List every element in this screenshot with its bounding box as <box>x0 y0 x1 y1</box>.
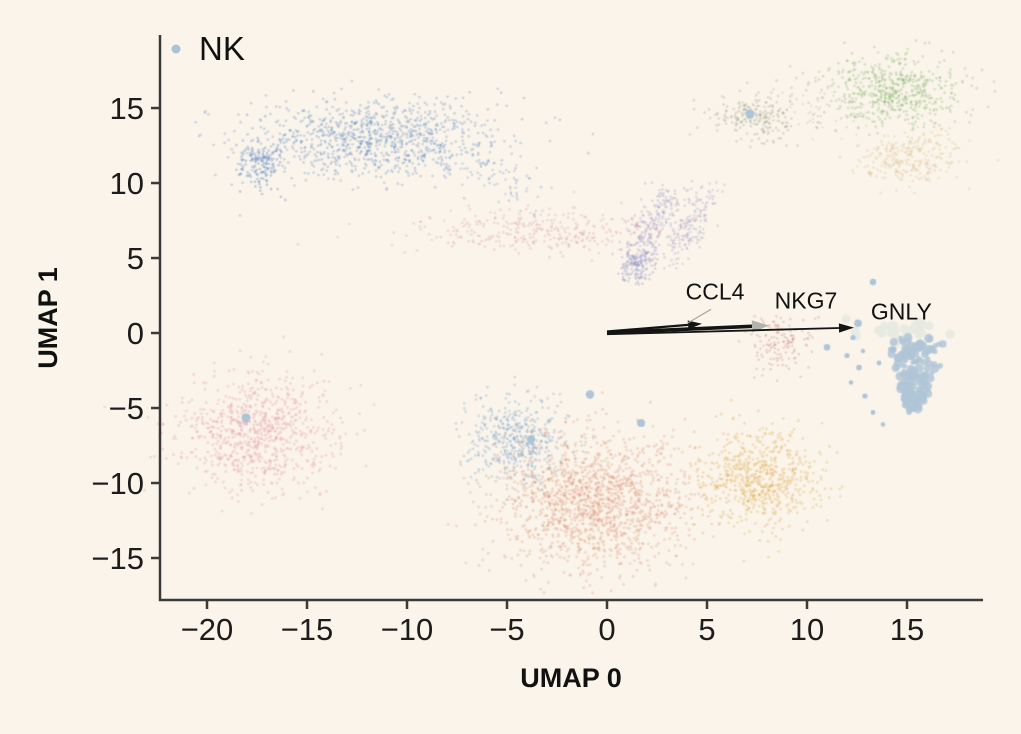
y-tick-label: 5 <box>127 241 144 276</box>
x-tick-label: −20 <box>181 612 234 647</box>
x-tick-label: 15 <box>890 612 924 647</box>
arrow-head-ccl4 <box>687 320 702 330</box>
y-tick-label: −5 <box>109 391 144 426</box>
arrow-line-gnly <box>606 327 840 336</box>
x-tick-label: 5 <box>698 612 715 647</box>
x-axis-label: UMAP 0 <box>520 663 622 693</box>
x-tick-label: −10 <box>381 612 434 647</box>
y-axis-label: UMAP 1 <box>33 267 63 369</box>
axis-spines <box>158 35 983 602</box>
x-tick-label: −15 <box>281 612 334 647</box>
arrow-head-nkg7 <box>751 320 769 333</box>
gene-label-gnly: GNLY <box>871 299 932 325</box>
y-tick-label: 10 <box>110 166 144 201</box>
x-tick-label: 10 <box>790 612 824 647</box>
y-tick-label: −10 <box>91 466 144 501</box>
y-tick-label: 15 <box>110 91 144 126</box>
x-tick-label: 0 <box>598 612 615 647</box>
gene-label-ccl4: CCL4 <box>686 278 745 304</box>
arrow-line-nkg7 <box>606 324 753 335</box>
generated-axes-and-arrows: −20 −15 −10 −5 0 5 10 15 15 10 5 0 −5 −10 −15 NKG7 GNLY C… <box>91 35 983 647</box>
y-tick-label: 0 <box>127 316 144 351</box>
label-leader-line <box>687 308 712 324</box>
x-tick-label: −5 <box>489 612 524 647</box>
gene-label-nkg7: NKG7 <box>775 288 838 314</box>
legend-marker-dot <box>171 44 181 54</box>
y-tick-label: −15 <box>91 541 144 576</box>
legend-label: NK <box>199 30 245 67</box>
arrow-line-ccl4 <box>606 323 689 333</box>
arrow-head-gnly <box>838 323 854 333</box>
